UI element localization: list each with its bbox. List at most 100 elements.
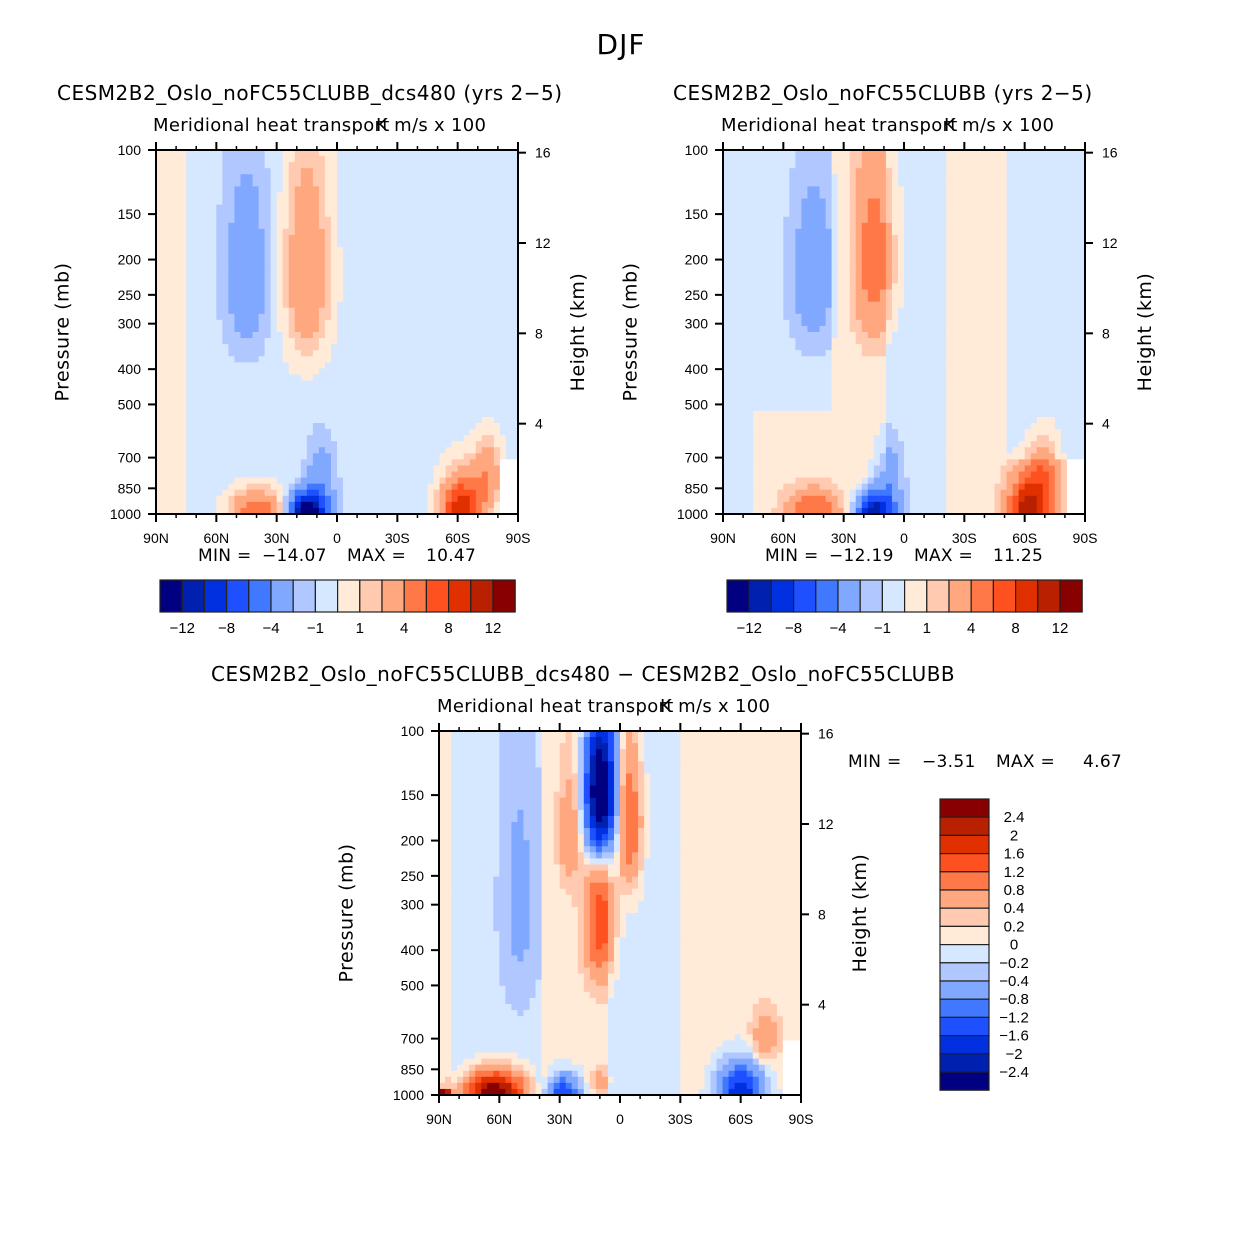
contour-cell xyxy=(723,162,730,169)
contour-cell xyxy=(246,435,254,442)
contour-cell xyxy=(156,319,163,327)
contour-cell xyxy=(240,441,248,448)
contour-cell xyxy=(1012,271,1020,278)
contour-cell xyxy=(1018,222,1026,230)
contour-cell xyxy=(403,216,410,224)
contour-cell xyxy=(300,483,308,491)
contour-cell xyxy=(946,174,953,181)
contour-cell xyxy=(367,156,374,163)
contour-cell xyxy=(192,374,199,382)
contour-cell xyxy=(1018,277,1026,285)
contour-cell xyxy=(904,241,911,248)
contour-cell xyxy=(397,180,404,187)
contour-cell xyxy=(252,186,260,194)
contour-cell xyxy=(222,228,229,236)
contour-cell xyxy=(337,441,344,448)
contour-cell xyxy=(252,398,260,406)
contour-cell xyxy=(397,471,404,479)
contour-cell xyxy=(1006,265,1014,272)
contour-cell xyxy=(282,344,290,351)
contour-cell xyxy=(204,162,211,169)
contour-cell xyxy=(499,271,507,278)
contour-cell xyxy=(885,277,893,285)
contour-cell xyxy=(837,174,845,181)
contour-cell xyxy=(493,277,501,285)
contour-cell xyxy=(831,162,839,169)
contour-cell xyxy=(946,247,953,254)
contour-cell xyxy=(976,265,984,272)
contour-cell xyxy=(1006,204,1014,212)
contour-cell xyxy=(168,271,175,278)
contour-cell xyxy=(783,216,790,224)
contour-cell xyxy=(499,380,507,388)
x-tick-label: 90N xyxy=(143,530,169,546)
contour-cell xyxy=(270,162,278,169)
contour-cell xyxy=(228,362,236,369)
contour-cell xyxy=(355,471,362,479)
contour-cell xyxy=(1018,198,1026,206)
contour-cell xyxy=(463,186,471,194)
contour-cell xyxy=(168,429,175,436)
contour-cell xyxy=(1054,216,1062,224)
contour-cell xyxy=(222,477,229,485)
contour-cell xyxy=(373,247,380,254)
contour-cell xyxy=(204,210,211,218)
contour-cell xyxy=(879,234,887,242)
contour-cell xyxy=(777,192,784,200)
contour-cell xyxy=(337,501,344,509)
contour-cell xyxy=(204,228,211,236)
contour-cell xyxy=(288,398,296,406)
contour-cell xyxy=(457,295,465,303)
contour-cell xyxy=(505,465,513,473)
contour-cell xyxy=(276,295,284,303)
contour-cell xyxy=(204,319,211,327)
contour-cell xyxy=(439,471,447,479)
contour-cell xyxy=(276,265,284,272)
contour-cell xyxy=(849,265,857,272)
contour-cell xyxy=(457,459,465,467)
contour-cell xyxy=(294,301,302,309)
contour-cell xyxy=(246,386,254,394)
contour-cell xyxy=(469,423,477,430)
contour-cell xyxy=(861,156,869,163)
contour-cell xyxy=(457,307,465,315)
contour-cell xyxy=(210,459,217,467)
contour-cell xyxy=(186,362,193,369)
contour-cell xyxy=(487,150,495,157)
contour-cell xyxy=(1042,174,1050,181)
contour-cell xyxy=(843,216,851,224)
contour-cell xyxy=(463,501,471,509)
contour-cell xyxy=(391,459,398,467)
contour-cell xyxy=(204,386,211,394)
contour-cell xyxy=(156,277,163,285)
contour-cell xyxy=(421,453,429,460)
contour-cell xyxy=(306,368,314,376)
contour-cell xyxy=(162,501,169,509)
contour-cell xyxy=(481,435,489,442)
contour-cell xyxy=(216,374,223,382)
contour-cell xyxy=(210,216,217,224)
contour-cell xyxy=(385,283,392,291)
contour-cell xyxy=(343,338,350,345)
contour-cell xyxy=(318,435,326,442)
contour-cell xyxy=(258,180,266,187)
contour-cell xyxy=(324,416,332,424)
contour-cell xyxy=(783,198,790,206)
contour-cell xyxy=(306,447,314,454)
contour-cell xyxy=(222,374,229,382)
contour-cell xyxy=(759,162,766,169)
contour-cell xyxy=(415,313,423,321)
contour-cell xyxy=(469,234,477,242)
contour-cell xyxy=(499,247,507,254)
contour-cell xyxy=(228,350,236,357)
contour-cell xyxy=(934,216,941,224)
contour-cell xyxy=(306,489,314,497)
contour-cell xyxy=(397,338,404,345)
contour-cell xyxy=(934,168,941,175)
contour-cell xyxy=(421,325,429,333)
contour-cell xyxy=(445,344,453,351)
contour-cell xyxy=(487,253,495,260)
contour-cell xyxy=(397,168,404,175)
contour-cell xyxy=(415,204,423,212)
contour-cell xyxy=(361,459,368,467)
